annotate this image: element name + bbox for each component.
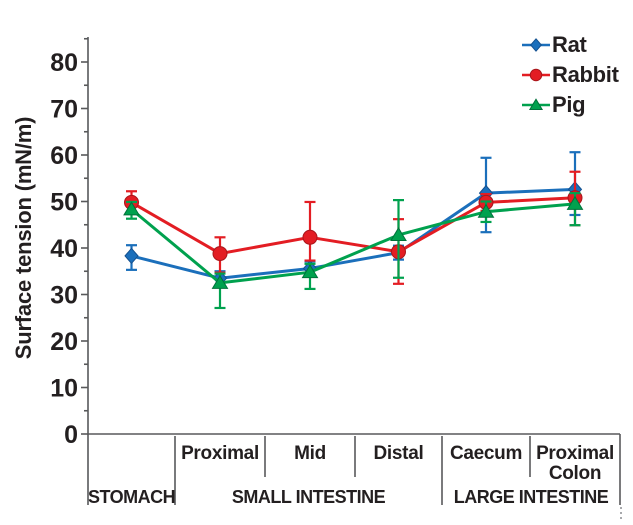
category-label-proximal: Proximal [181,443,259,464]
y-tick-label: 0 [64,421,78,449]
group-label-small-intestine: SMALL INTESTINE [231,487,386,507]
group-label-large-intestine: LARGE INTESTINE [453,487,609,507]
y-tick-labels: 0 10 20 30 40 50 60 70 80 [50,49,78,449]
data-point-rabbit [302,229,318,245]
series-rat [124,151,583,287]
category-label-mid: Mid [294,443,326,464]
y-tick-label: 10 [50,375,78,403]
legend-label-rat: Rat [552,32,587,57]
series-rabbit [124,170,583,285]
category-label-distal: Distal [373,443,424,464]
data-point-rat [124,247,139,265]
legend-item-rabbit: Rabbit [521,60,619,90]
group-label-stomach: STOMACH [88,487,176,507]
y-tick-label: 30 [50,282,78,310]
rat-diamond-marker-icon [522,38,550,52]
legend: Rat Rabbit Pig [521,30,619,120]
data-point-pig [211,274,229,289]
series-line-pig [130,202,576,285]
legend-item-rat: Rat [521,30,619,60]
data-point-pig [477,203,495,218]
y-axis-ticks [81,37,88,435]
y-tick-label: 40 [50,235,78,263]
legend-label-pig: Pig [552,92,586,117]
y-tick-label: 60 [50,142,78,170]
error-bars-rat [126,151,581,287]
series-line-rat [131,187,576,280]
series-line-rabbit [130,196,576,256]
y-tick-label: 50 [50,189,78,217]
category-label-caecum: Caecum [449,443,523,464]
data-point-rat [530,38,542,52]
pig-triangle-marker-icon [522,98,550,111]
data-point-pig [123,201,140,216]
series-pig [123,192,584,310]
legend-label-rabbit: Rabbit [552,62,619,87]
y-axis-title: Surface tension (mN/m) [11,116,36,360]
data-point-rabbit [529,68,543,82]
data-point-pig [528,98,544,111]
error-bars-pig [126,192,581,310]
category-dividers [87,434,622,519]
rabbit-circle-marker-icon [522,68,550,82]
error-bars-rabbit [126,170,581,285]
data-point-rabbit [212,246,228,262]
data-point-pig [390,227,407,241]
data-point-pig [566,195,584,210]
y-tick-label: 20 [50,328,78,356]
category-label-proximal-colon: Proximal Colon [536,443,614,484]
data-point-pig [301,264,319,279]
y-tick-label: 80 [50,49,78,77]
legend-item-pig: Pig [521,90,619,120]
y-tick-label: 70 [50,96,78,124]
